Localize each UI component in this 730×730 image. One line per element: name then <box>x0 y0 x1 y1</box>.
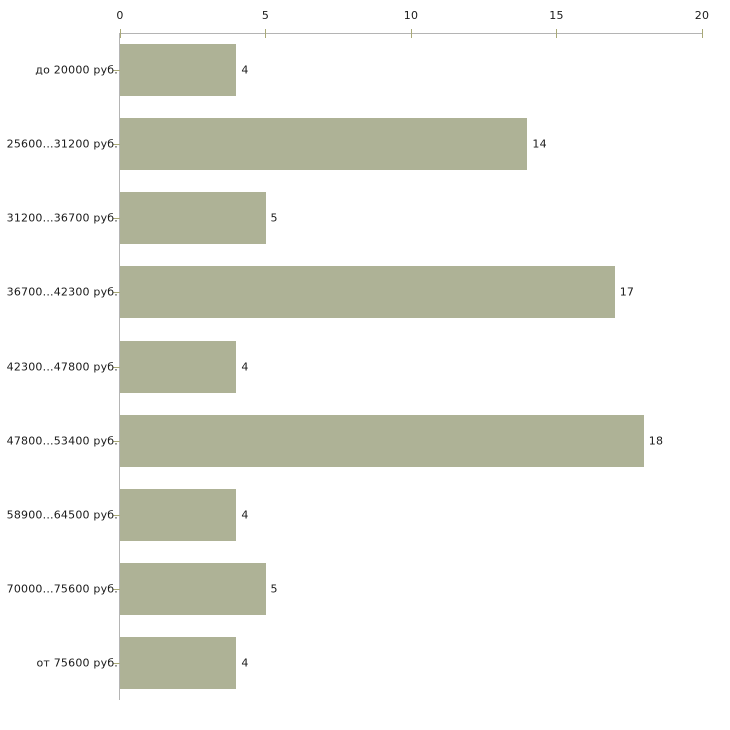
category-label: до 20000 руб. <box>35 63 118 77</box>
bar-value-label: 5 <box>270 582 278 596</box>
x-tick-20 <box>701 29 703 38</box>
bar-value-label: 4 <box>241 63 249 77</box>
y-tick <box>113 218 120 219</box>
bar <box>120 340 237 393</box>
x-tick-label: 0 <box>116 9 124 22</box>
bar-value-label: 17 <box>619 285 635 299</box>
bar-value-label: 4 <box>241 360 249 373</box>
bar <box>120 636 237 689</box>
bar-value-label: 5 <box>270 211 278 225</box>
y-tick <box>113 441 120 442</box>
y-tick <box>113 292 120 293</box>
bar-value-label: 4 <box>241 656 249 670</box>
y-tick <box>113 515 120 516</box>
category-label: 42300...47800 руб. <box>6 360 118 373</box>
y-tick <box>113 663 120 664</box>
y-tick <box>113 589 120 590</box>
category-label: 36700...42300 руб. <box>6 285 118 299</box>
x-tick-label: 5 <box>261 9 270 22</box>
category-label: 47800...53400 руб. <box>6 434 118 448</box>
category-label: 31200...36700 руб. <box>6 211 118 225</box>
x-tick-5 <box>265 29 266 38</box>
category-label: 25600...31200 руб. <box>6 137 118 151</box>
bar <box>120 192 266 245</box>
bar <box>120 562 266 615</box>
x-tick-label: 20 <box>694 9 710 22</box>
bar-value-label: 4 <box>241 508 249 522</box>
x-tick-label: 10 <box>403 9 419 22</box>
bar <box>120 118 528 171</box>
x-tick-0 <box>119 29 121 38</box>
bar-value-label: 14 <box>532 137 547 151</box>
x-tick-label: 15 <box>549 9 564 22</box>
bar <box>120 488 237 541</box>
x-tick-10 <box>410 29 412 38</box>
category-label: от 75600 руб. <box>36 656 118 670</box>
category-label: 70000...75600 руб. <box>6 582 118 596</box>
y-tick <box>113 144 120 145</box>
bar <box>120 266 615 319</box>
x-tick-15 <box>556 29 557 38</box>
bar-value-label: 18 <box>648 434 664 448</box>
y-axis-line <box>119 33 120 700</box>
bar <box>120 414 644 467</box>
y-tick <box>113 367 120 368</box>
y-tick <box>113 70 120 71</box>
category-label: 58900...64500 руб. <box>6 508 118 522</box>
bar <box>120 44 237 97</box>
